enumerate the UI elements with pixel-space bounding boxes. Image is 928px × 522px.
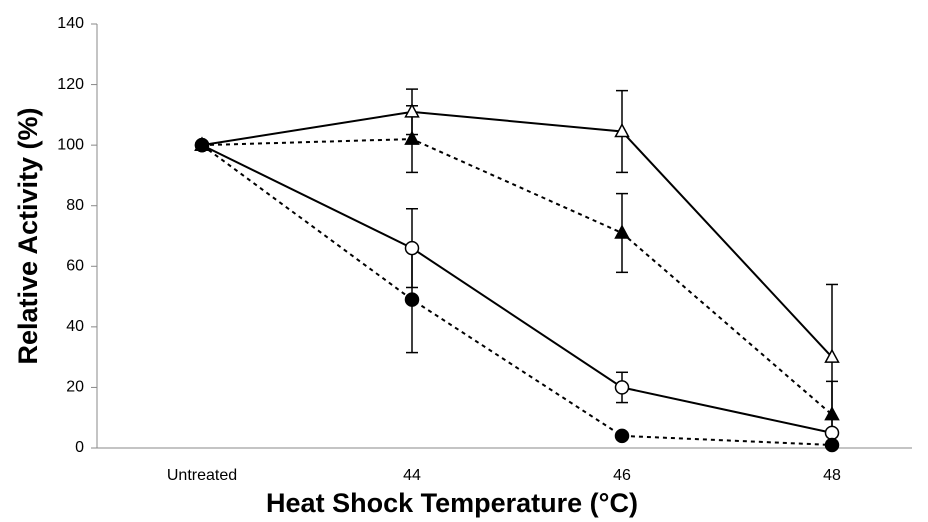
- y-tick-label: 20: [66, 379, 84, 396]
- series-line: [201, 144, 833, 434]
- marker: [824, 437, 840, 453]
- marker: [194, 137, 210, 153]
- y-tick-label: 100: [57, 136, 84, 153]
- y-tick-label: 140: [57, 15, 84, 32]
- x-tick-label: 46: [613, 467, 631, 484]
- y-tick-label: 0: [75, 439, 84, 456]
- series-line: [201, 138, 833, 416]
- y-tick-label: 60: [66, 258, 84, 275]
- marker: [824, 348, 840, 363]
- marker: [824, 406, 840, 421]
- marker: [404, 240, 420, 256]
- marker: [614, 380, 630, 395]
- x-tick-label: 44: [403, 467, 421, 484]
- y-tick-label: 80: [66, 197, 84, 214]
- series-line: [201, 110, 833, 358]
- marker: [404, 130, 420, 145]
- marker: [404, 103, 420, 118]
- marker: [614, 224, 630, 239]
- y-axis-title: Relative Activity (%): [13, 107, 43, 364]
- x-tick-label: 48: [823, 467, 841, 484]
- y-tick-label: 120: [57, 76, 84, 93]
- x-tick-label: Untreated: [167, 467, 237, 484]
- marker: [404, 292, 420, 307]
- marker: [614, 428, 630, 444]
- marker: [614, 122, 630, 138]
- marker: [824, 425, 840, 441]
- series-line: [201, 144, 833, 446]
- y-tick-label: 40: [66, 318, 84, 335]
- x-axis-title: Heat Shock Temperature (°C): [266, 488, 638, 518]
